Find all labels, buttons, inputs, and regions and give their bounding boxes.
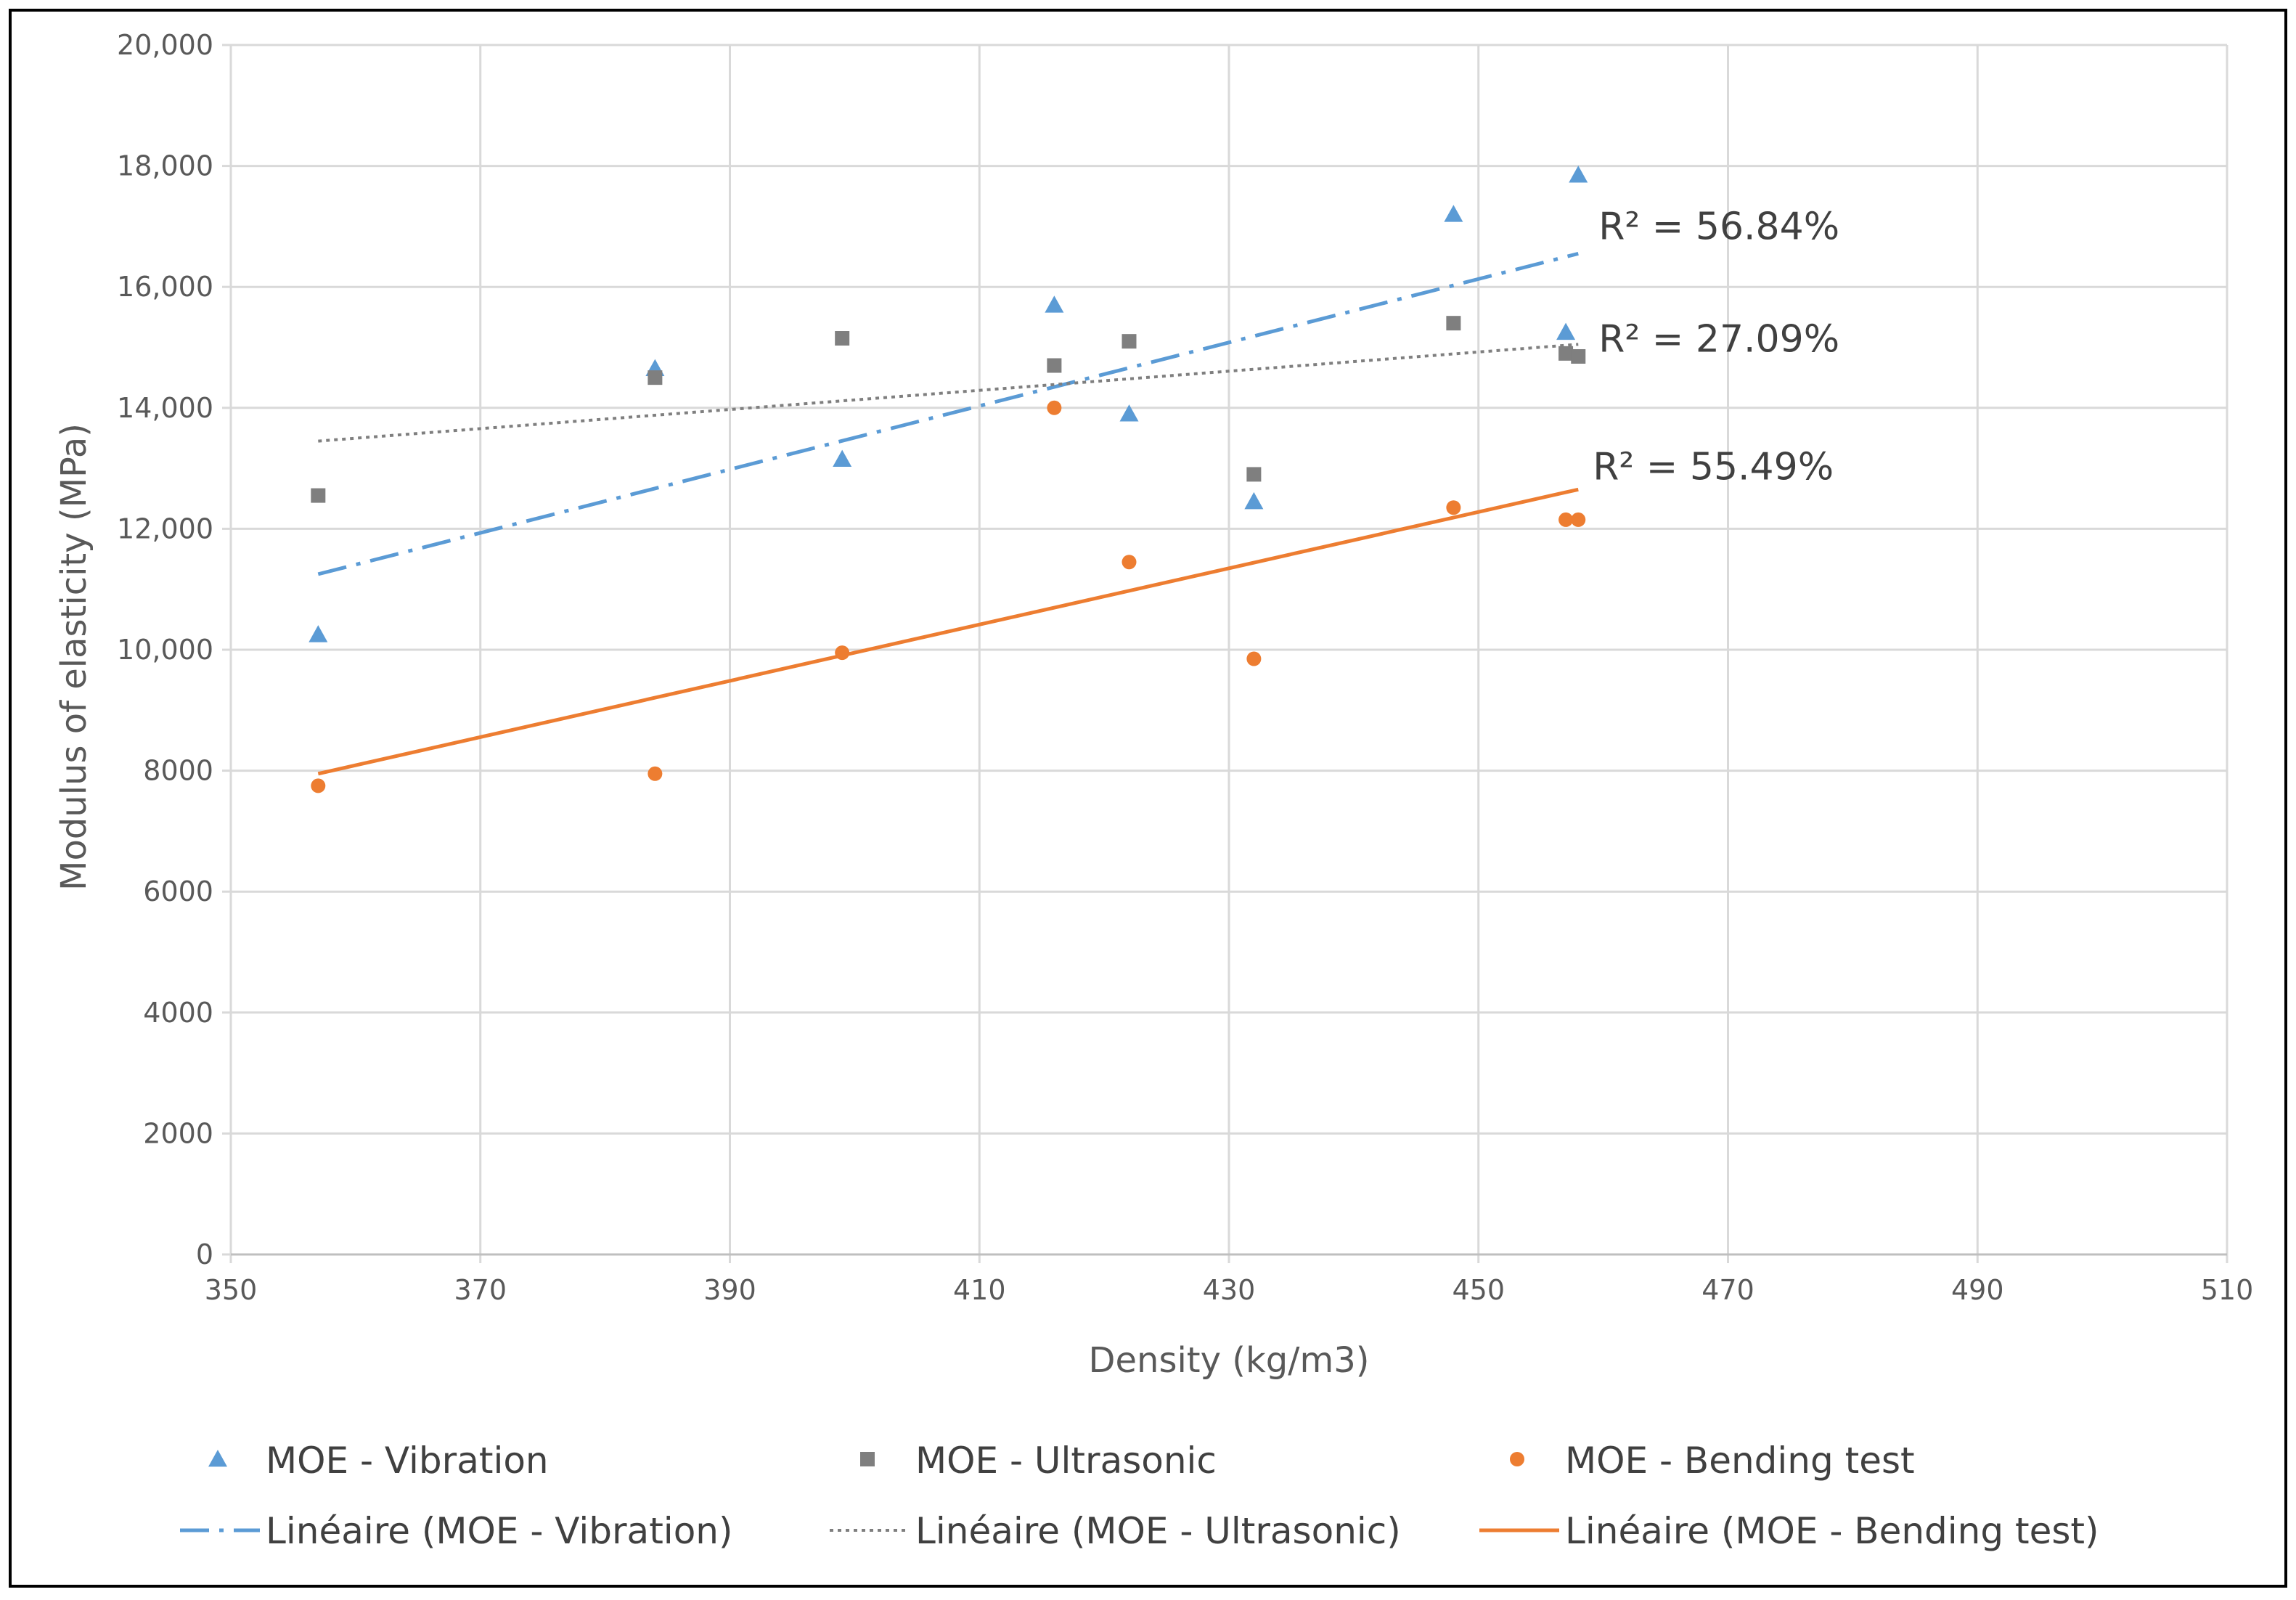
axis-layer: 350 370 390 410 430 450 470 490 510 0 2000 4000 6000… bbox=[117, 29, 2253, 1306]
x-tick-label: 510 bbox=[2201, 1274, 2254, 1306]
data-point-ultrasonic bbox=[647, 370, 663, 385]
point-layer bbox=[309, 166, 1588, 793]
label-layer: R² = 56.84% R² = 27.09% R² = 55.49% bbox=[1593, 205, 1839, 489]
data-point-ultrasonic bbox=[1047, 358, 1062, 373]
legend-marker-ultrasonic bbox=[860, 1452, 875, 1466]
legend-label-bending: MOE - Bending test bbox=[1565, 1440, 1915, 1482]
trendline-vibration bbox=[317, 251, 1579, 576]
data-point-vibration bbox=[1244, 491, 1264, 510]
trend-layer bbox=[317, 251, 1579, 776]
x-tick-label: 430 bbox=[1203, 1274, 1256, 1306]
data-point-bending bbox=[1558, 512, 1574, 527]
x-axis-title: Density (kg/m3) bbox=[1089, 1340, 1370, 1381]
data-point-vibration bbox=[1119, 404, 1139, 422]
data-point-vibration bbox=[1444, 205, 1463, 222]
data-point-ultrasonic bbox=[835, 331, 850, 346]
legend-label-vibration: MOE - Vibration bbox=[266, 1440, 549, 1482]
legend-marker-vibration bbox=[208, 1450, 227, 1467]
data-point-bending bbox=[1047, 400, 1062, 415]
trendline-bending bbox=[317, 487, 1579, 776]
data-point-ultrasonic bbox=[1246, 467, 1262, 482]
y-tick-label: 12,000 bbox=[117, 513, 213, 544]
data-point-vibration bbox=[833, 449, 852, 468]
data-point-bending bbox=[647, 766, 663, 781]
data-point-bending bbox=[311, 778, 326, 793]
data-point-ultrasonic bbox=[1571, 348, 1586, 364]
data-point-vibration bbox=[1556, 322, 1576, 340]
data-point-ultrasonic bbox=[1446, 316, 1461, 331]
r2-label-vibration: R² = 56.84% bbox=[1598, 205, 1839, 248]
y-axis-title: Modulus of elasticity (MPa) bbox=[54, 423, 94, 891]
data-point-bending bbox=[1246, 651, 1262, 666]
legend-trend-label-ultrasonic: Linéaire (MOE - Ultrasonic) bbox=[915, 1510, 1401, 1552]
y-tick-label: 16,000 bbox=[117, 271, 213, 303]
y-tick-label: 14,000 bbox=[117, 392, 213, 424]
data-point-ultrasonic bbox=[1558, 346, 1574, 361]
legend-trend-label-bending: Linéaire (MOE - Bending test) bbox=[1565, 1510, 2099, 1552]
x-tick-label: 410 bbox=[953, 1274, 1006, 1306]
data-point-vibration bbox=[309, 625, 328, 642]
data-point-ultrasonic bbox=[1122, 334, 1137, 349]
y-tick-label: 2000 bbox=[143, 1117, 213, 1149]
y-tick-label: 0 bbox=[196, 1238, 213, 1270]
x-tick-label: 370 bbox=[454, 1274, 507, 1306]
x-tick-label: 470 bbox=[1701, 1274, 1754, 1306]
data-point-bending bbox=[1122, 555, 1137, 570]
data-point-bending bbox=[835, 645, 850, 661]
chart-frame bbox=[9, 9, 2287, 1588]
y-tick-label: 6000 bbox=[143, 875, 213, 907]
x-tick-label: 350 bbox=[205, 1274, 258, 1306]
legend-marker-bending bbox=[1510, 1452, 1524, 1466]
x-tick-label: 390 bbox=[703, 1274, 756, 1306]
data-point-bending bbox=[1446, 500, 1461, 515]
legend-trend-label-vibration: Linéaire (MOE - Vibration) bbox=[266, 1510, 732, 1552]
x-tick-label: 490 bbox=[1951, 1274, 2004, 1306]
y-tick-label: 20,000 bbox=[117, 29, 213, 61]
r2-label-bending: R² = 55.49% bbox=[1593, 445, 1834, 489]
data-point-vibration bbox=[1045, 295, 1064, 313]
y-tick-label: 18,000 bbox=[117, 150, 213, 182]
y-tick-label: 10,000 bbox=[117, 634, 213, 666]
y-tick-label: 8000 bbox=[143, 755, 213, 787]
x-tick-label: 450 bbox=[1452, 1274, 1505, 1306]
legend: MOE - Vibration Linéaire (MOE - Vibration… bbox=[180, 1440, 2099, 1552]
trendline-ultrasonic bbox=[318, 343, 1579, 443]
legend-label-ultrasonic: MOE - Ultrasonic bbox=[915, 1440, 1217, 1482]
data-point-vibration bbox=[1569, 166, 1588, 183]
r2-label-ultrasonic: R² = 27.09% bbox=[1598, 317, 1839, 361]
data-point-bending bbox=[1571, 512, 1586, 527]
y-tick-label: 4000 bbox=[143, 997, 213, 1029]
data-point-ultrasonic bbox=[311, 488, 326, 503]
